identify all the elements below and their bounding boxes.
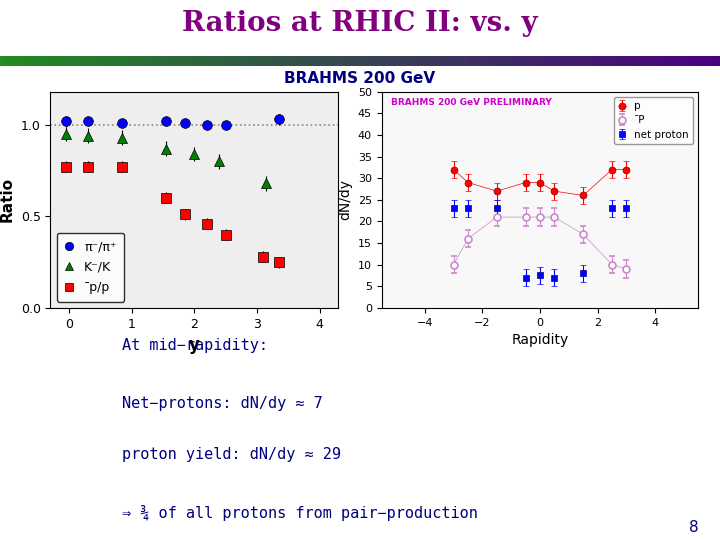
- Text: BRAHMS 200 GeV PRELIMINARY: BRAHMS 200 GeV PRELIMINARY: [391, 98, 552, 107]
- Y-axis label: Ratio: Ratio: [0, 177, 15, 222]
- Text: proton yield: dN/dy ≈ 29: proton yield: dN/dy ≈ 29: [122, 447, 341, 462]
- Legend: p, ¯P, net proton: p, ¯P, net proton: [613, 97, 693, 144]
- Y-axis label: dN/dy: dN/dy: [338, 179, 352, 220]
- Text: ⇒ ¾ of all protons from pair−production: ⇒ ¾ of all protons from pair−production: [122, 504, 478, 521]
- Text: Net−protons: dN/dy ≈ 7: Net−protons: dN/dy ≈ 7: [122, 396, 323, 411]
- Text: BRAHMS 200 GeV: BRAHMS 200 GeV: [284, 71, 436, 86]
- Legend: π⁻/π⁺, K⁻/K, ¯p/p: π⁻/π⁺, K⁻/K, ¯p/p: [57, 233, 124, 301]
- X-axis label: Rapidity: Rapidity: [511, 333, 569, 347]
- X-axis label: y: y: [189, 336, 200, 354]
- Text: Ratios at RHIC II: vs. y: Ratios at RHIC II: vs. y: [182, 10, 538, 37]
- Text: At mid−rapidity:: At mid−rapidity:: [122, 339, 269, 353]
- Text: 8: 8: [689, 519, 698, 535]
